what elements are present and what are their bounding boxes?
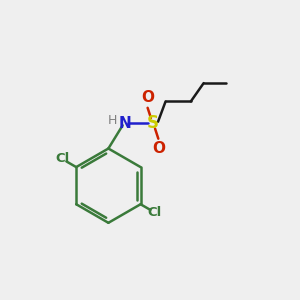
Text: Cl: Cl: [55, 152, 69, 165]
Text: O: O: [141, 90, 154, 105]
Text: N: N: [118, 116, 131, 131]
Text: O: O: [152, 141, 165, 156]
Text: S: S: [147, 114, 159, 132]
Text: Cl: Cl: [148, 206, 162, 219]
Text: H: H: [108, 114, 117, 128]
